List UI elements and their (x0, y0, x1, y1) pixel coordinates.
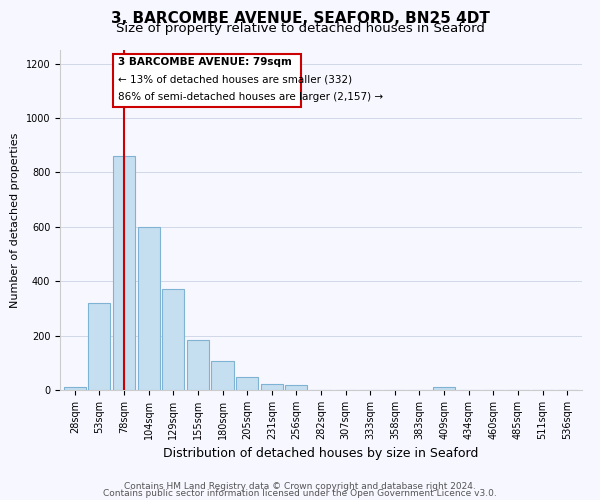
Text: ← 13% of detached houses are smaller (332): ← 13% of detached houses are smaller (33… (118, 74, 352, 85)
Text: 3 BARCOMBE AVENUE: 79sqm: 3 BARCOMBE AVENUE: 79sqm (118, 57, 292, 67)
Text: Size of property relative to detached houses in Seaford: Size of property relative to detached ho… (116, 22, 484, 35)
Bar (137, 227, 160, 390)
FancyBboxPatch shape (113, 54, 301, 107)
Bar (211, 362, 233, 390)
Bar (64, 386, 86, 390)
X-axis label: Distribution of detached houses by size in Seaford: Distribution of detached houses by size … (163, 448, 479, 460)
Bar (187, 340, 209, 390)
Bar (285, 384, 307, 390)
Text: Contains HM Land Registry data © Crown copyright and database right 2024.: Contains HM Land Registry data © Crown c… (124, 482, 476, 491)
Bar (433, 388, 455, 390)
Text: Contains public sector information licensed under the Open Government Licence v3: Contains public sector information licen… (103, 489, 497, 498)
Y-axis label: Number of detached properties: Number of detached properties (10, 132, 20, 308)
Bar (162, 290, 184, 390)
Text: 3, BARCOMBE AVENUE, SEAFORD, BN25 4DT: 3, BARCOMBE AVENUE, SEAFORD, BN25 4DT (110, 11, 490, 26)
Bar (236, 377, 258, 390)
Bar (88, 303, 110, 390)
Text: 86% of semi-detached houses are larger (2,157) →: 86% of semi-detached houses are larger (… (118, 92, 383, 102)
Bar (260, 384, 283, 390)
Bar (113, 156, 135, 390)
